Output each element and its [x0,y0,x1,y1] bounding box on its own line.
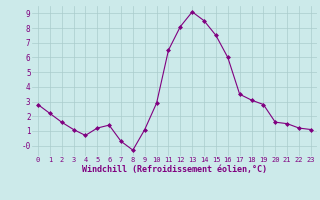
X-axis label: Windchill (Refroidissement éolien,°C): Windchill (Refroidissement éolien,°C) [82,165,267,174]
